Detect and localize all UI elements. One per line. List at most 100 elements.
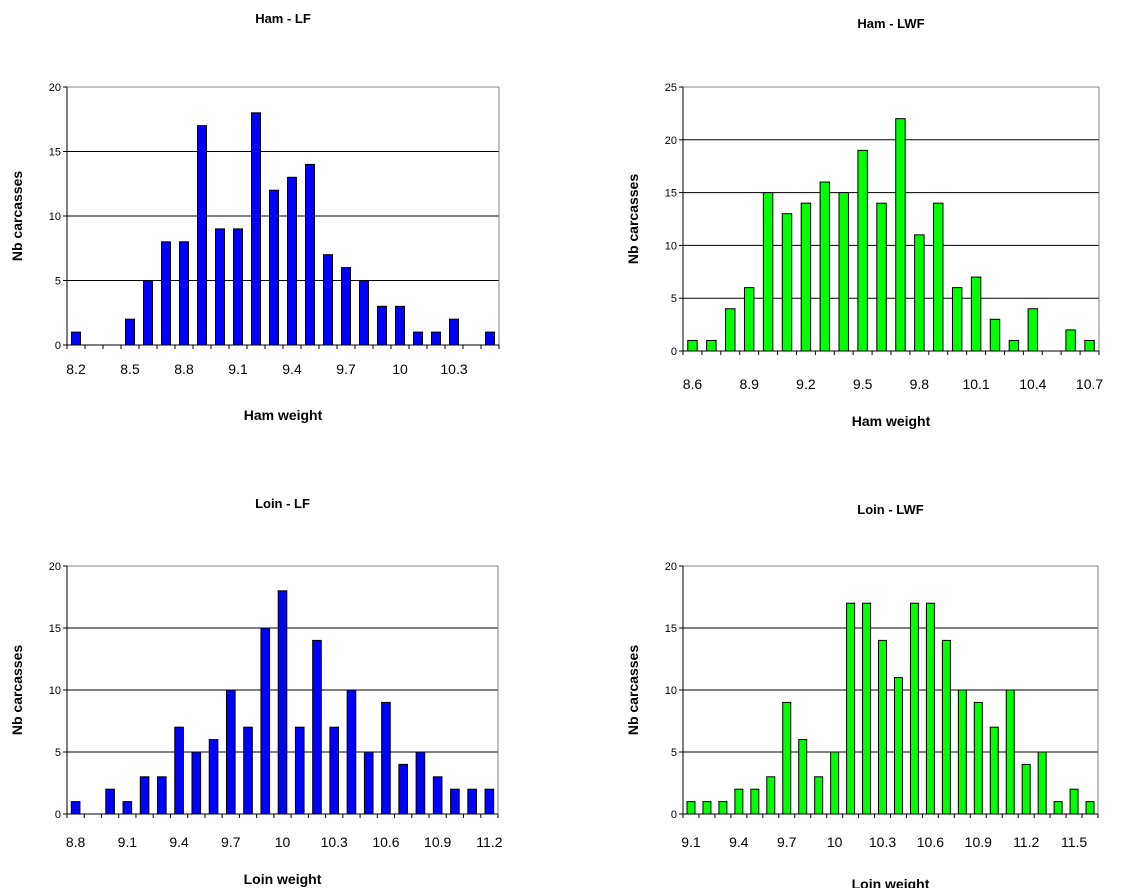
- x-tick-label: 10: [392, 361, 408, 377]
- bar: [208, 739, 219, 815]
- bar: [450, 788, 460, 815]
- x-tick-label: 10: [827, 834, 843, 850]
- y-tick-label: 20: [49, 82, 61, 94]
- bar: [725, 308, 736, 352]
- x-tick-label: 9.4: [282, 361, 302, 377]
- bar: [895, 118, 906, 352]
- bar: [225, 689, 236, 815]
- x-tick-label: 10.6: [372, 834, 399, 850]
- chart-loin-lf: Loin - LF 0 5 10 15 20 8.8 9.1 9.4 9.7 10 10.3 10.6 1…: [0, 444, 560, 888]
- y-tick-label: 10: [665, 685, 677, 697]
- bar: [485, 331, 495, 346]
- bar: [191, 751, 202, 815]
- bar: [973, 701, 983, 815]
- bar: [377, 305, 387, 346]
- x-tick-label: 10.4: [1019, 376, 1046, 392]
- chart-svg: Ham - LWF 0 5 10 15 20 25 8.6 8.9 9.2 9.5 9.8 10.1 10…: [625, 16, 1103, 429]
- y-tick-label: 0: [55, 809, 61, 821]
- y-tick-label: 15: [49, 623, 61, 635]
- bar: [1008, 339, 1020, 352]
- bar: [1005, 689, 1015, 815]
- bar: [294, 726, 305, 815]
- x-tick-label: 9.5: [853, 376, 873, 392]
- bar: [819, 181, 831, 352]
- chart-title: Ham - LF: [255, 11, 311, 26]
- bar: [251, 112, 261, 346]
- chart-svg: Loin - LF 0 5 10 15 20 8.8 9.1 9.4 9.7 10 10.3 10.6 1…: [9, 496, 503, 887]
- y-axis-label: Nb carcasses: [625, 645, 641, 736]
- bar: [1069, 788, 1079, 815]
- bar: [467, 788, 477, 815]
- y-tick-label: 5: [55, 747, 61, 759]
- bar: [702, 801, 712, 815]
- y-tick-label: 20: [665, 561, 677, 573]
- x-tick-label: 8.6: [683, 376, 703, 392]
- bar: [260, 627, 271, 815]
- bar: [161, 241, 171, 346]
- bar: [415, 751, 426, 815]
- bar: [989, 318, 1001, 352]
- bar: [743, 287, 755, 352]
- bar: [70, 801, 81, 815]
- bar: [814, 776, 824, 815]
- bar: [215, 228, 225, 346]
- y-tick-label: 0: [55, 340, 61, 352]
- bar: [395, 305, 405, 346]
- bar: [243, 726, 253, 815]
- y-tick-label: 20: [49, 561, 61, 573]
- bar: [1085, 801, 1095, 815]
- bar: [359, 280, 369, 346]
- bar: [766, 776, 776, 815]
- bar: [989, 726, 999, 815]
- x-axis-label: Ham weight: [244, 407, 323, 423]
- bar: [951, 287, 963, 352]
- chart-title: Loin - LWF: [857, 502, 923, 517]
- bar: [179, 241, 189, 346]
- bar: [431, 331, 441, 346]
- y-tick-label: 20: [665, 135, 677, 147]
- bar: [782, 701, 792, 815]
- chart-title: Loin - LF: [255, 496, 310, 511]
- x-tick-label: 10.3: [869, 834, 896, 850]
- x-tick-label: 11.5: [1061, 834, 1087, 850]
- bar: [1065, 329, 1076, 352]
- bar: [925, 602, 935, 815]
- bar: [838, 192, 849, 352]
- bar: [329, 726, 340, 815]
- bar: [71, 331, 81, 346]
- bar: [143, 280, 153, 346]
- bar: [432, 776, 443, 815]
- x-tick-label: 9.8: [910, 376, 930, 392]
- y-axis-label: Nb carcasses: [9, 171, 25, 262]
- bar: [346, 689, 357, 815]
- bar: [1053, 801, 1063, 815]
- bar: [846, 602, 856, 815]
- x-tick-label: 11.2: [1013, 834, 1039, 850]
- bar: [893, 677, 903, 815]
- y-tick-label: 25: [665, 82, 677, 94]
- bar: [798, 739, 808, 815]
- bar: [197, 125, 207, 346]
- x-tick-label: 9.7: [336, 361, 356, 377]
- x-tick-label: 9.7: [221, 834, 241, 850]
- x-axis-label: Loin weight: [852, 876, 930, 888]
- bar: [750, 788, 760, 815]
- bar: [862, 602, 872, 815]
- x-tick-label: 9.2: [796, 376, 816, 392]
- bar: [398, 763, 408, 815]
- x-tick-label: 9.4: [729, 834, 749, 850]
- bar: [957, 689, 967, 815]
- chart-svg: Ham - LF 0 5 10 15 20 8.2 8.5 8.8 9.1 9.4 9.7 10 10.3…: [9, 11, 500, 423]
- y-tick-label: 15: [49, 147, 61, 159]
- chart-svg: Loin - LWF 0 5 10 15 20 9.1 9.4 9.7 10 10.3 10.6 10.…: [625, 502, 1099, 888]
- x-tick-label: 9.1: [228, 361, 248, 377]
- x-tick-label: 10.3: [440, 361, 467, 377]
- x-tick-label: 8.8: [174, 361, 194, 377]
- bar: [1021, 763, 1031, 815]
- bar: [484, 788, 495, 815]
- x-tick-label: 11.2: [476, 834, 502, 850]
- bar: [341, 267, 351, 346]
- bar: [876, 202, 887, 352]
- bar: [323, 254, 333, 346]
- chart-title: Ham - LWF: [857, 16, 924, 31]
